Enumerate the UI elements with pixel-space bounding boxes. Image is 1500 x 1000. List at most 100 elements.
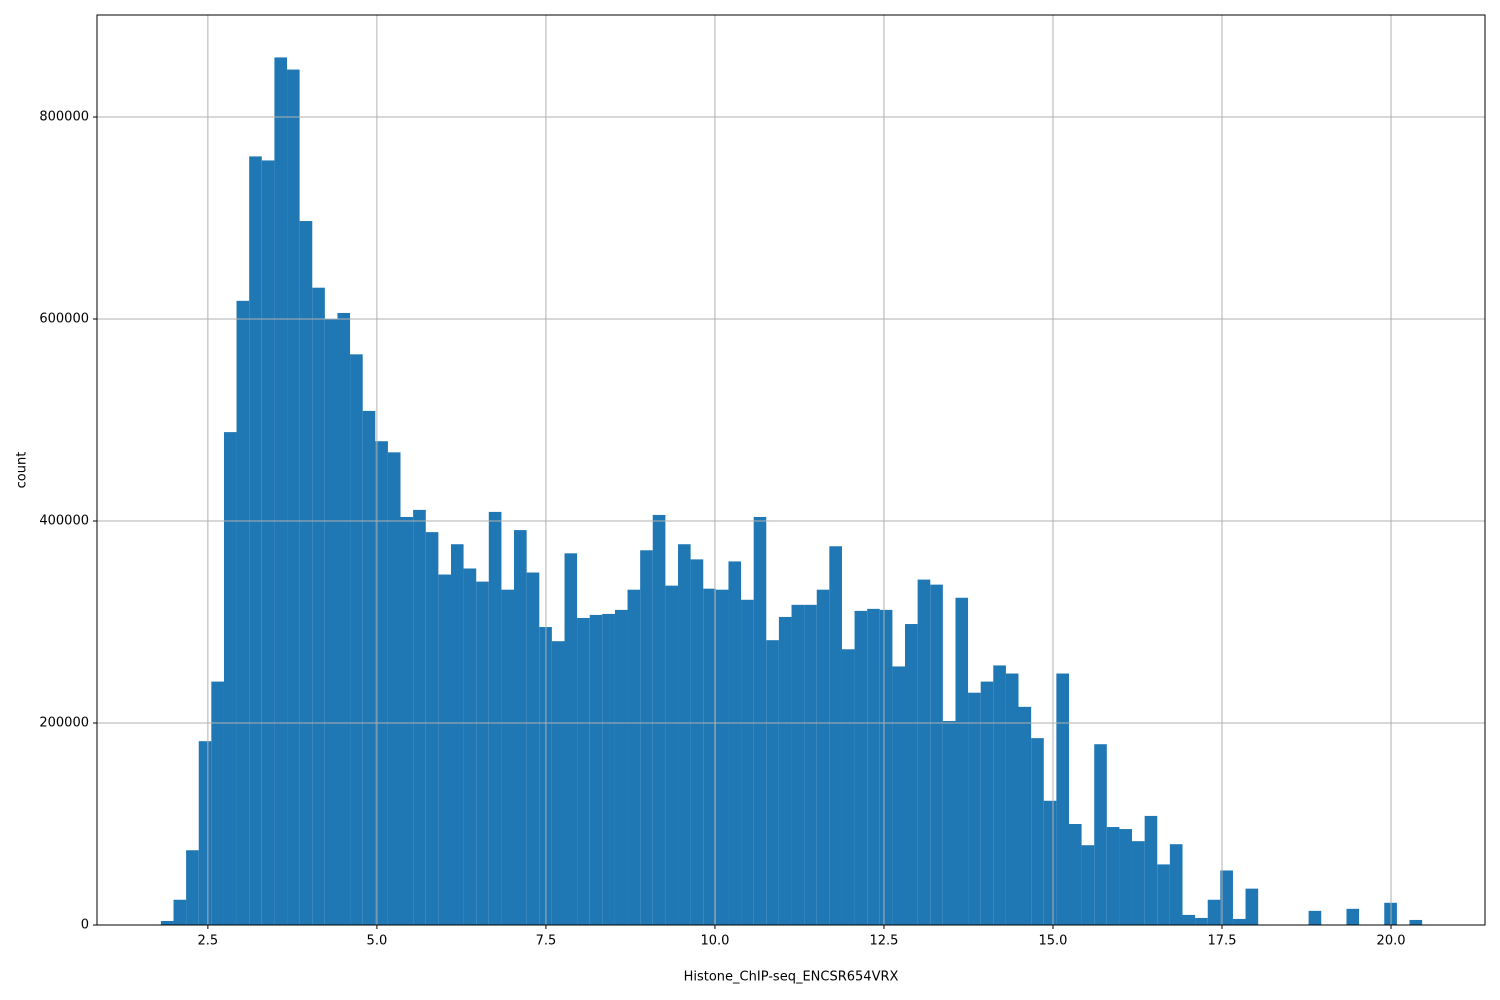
bar	[1409, 919, 1423, 925]
bar	[904, 624, 918, 925]
bar	[955, 597, 969, 925]
bar	[652, 514, 666, 925]
bar	[1056, 673, 1070, 925]
bar	[198, 741, 212, 925]
bar	[640, 550, 653, 925]
bar	[703, 588, 716, 925]
bar	[841, 649, 855, 925]
y-tick-label: 400000	[39, 514, 89, 529]
bar	[438, 574, 451, 925]
bar	[362, 410, 376, 925]
bar	[942, 720, 956, 925]
bar	[1043, 800, 1057, 925]
bar	[753, 516, 767, 925]
bar	[1207, 899, 1221, 925]
bar	[1119, 829, 1133, 925]
bar	[413, 509, 426, 925]
bar	[287, 69, 300, 925]
bar	[1157, 864, 1170, 925]
bar	[488, 511, 502, 925]
bar	[1069, 824, 1082, 925]
bar	[930, 584, 943, 925]
bar	[425, 532, 439, 925]
bar	[1005, 673, 1019, 925]
y-tick-label: 600000	[39, 312, 89, 327]
x-tick-label: 7.5	[536, 934, 557, 949]
bar	[993, 665, 1006, 925]
bar	[614, 609, 628, 925]
bar	[892, 666, 905, 925]
bar	[387, 452, 401, 925]
plot-frame	[96, 14, 1486, 926]
bar	[450, 544, 464, 925]
bar	[980, 681, 994, 925]
bar	[690, 559, 704, 925]
bar	[879, 609, 893, 925]
bar	[400, 516, 414, 925]
bar	[602, 613, 615, 925]
y-tick-label: 0	[81, 918, 89, 933]
bar	[160, 920, 174, 925]
x-tick-label: 5.0	[367, 934, 388, 949]
bar	[274, 57, 288, 925]
bar	[211, 681, 224, 925]
x-axis-label: Histone_ChIP-seq_ENCSR654VRX	[684, 970, 899, 985]
bar	[627, 589, 641, 925]
bar	[501, 589, 515, 925]
bar	[741, 599, 754, 925]
bar	[854, 610, 868, 925]
bar	[551, 641, 565, 925]
bar	[1031, 738, 1044, 925]
bar	[1081, 845, 1095, 925]
bar	[1220, 870, 1233, 925]
bar	[350, 354, 363, 925]
bar	[577, 617, 590, 925]
bar	[1245, 888, 1259, 925]
bar	[463, 568, 477, 925]
bar	[337, 312, 351, 925]
bar	[1094, 744, 1107, 925]
bar	[1106, 827, 1120, 925]
bar	[324, 319, 338, 925]
bar	[375, 441, 388, 925]
x-tick-label: 15.0	[1039, 934, 1068, 949]
bar	[804, 604, 817, 925]
bar	[665, 585, 679, 925]
bar	[1132, 841, 1145, 925]
bar	[514, 530, 527, 925]
bar	[299, 221, 313, 926]
bar	[1144, 815, 1158, 925]
bar	[1018, 706, 1032, 925]
bar	[715, 589, 729, 925]
bar	[236, 300, 250, 925]
bar	[476, 581, 489, 925]
bar	[1308, 910, 1322, 925]
y-tick-label: 800000	[39, 110, 89, 125]
bar	[589, 614, 603, 925]
bar	[261, 160, 275, 925]
bar	[249, 156, 262, 926]
bar	[312, 287, 325, 925]
bar	[968, 692, 981, 925]
bar	[1232, 918, 1246, 925]
bar	[223, 432, 237, 925]
bar	[829, 546, 842, 925]
bar	[766, 640, 779, 925]
x-tick-label: 20.0	[1377, 934, 1406, 949]
bar	[678, 544, 691, 925]
x-tick-label: 12.5	[869, 934, 898, 949]
bar	[867, 608, 880, 925]
x-tick-label: 10.0	[700, 934, 729, 949]
y-axis-label: count	[15, 452, 30, 489]
y-tick-label: 200000	[39, 716, 89, 731]
bar	[526, 572, 540, 925]
bar	[1346, 908, 1360, 925]
bar	[816, 589, 830, 925]
bar	[173, 899, 187, 925]
bar	[778, 616, 792, 925]
x-tick-label: 2.5	[198, 934, 219, 949]
bar	[1195, 917, 1208, 925]
x-tick-label: 17.5	[1208, 934, 1237, 949]
bar	[791, 604, 805, 925]
